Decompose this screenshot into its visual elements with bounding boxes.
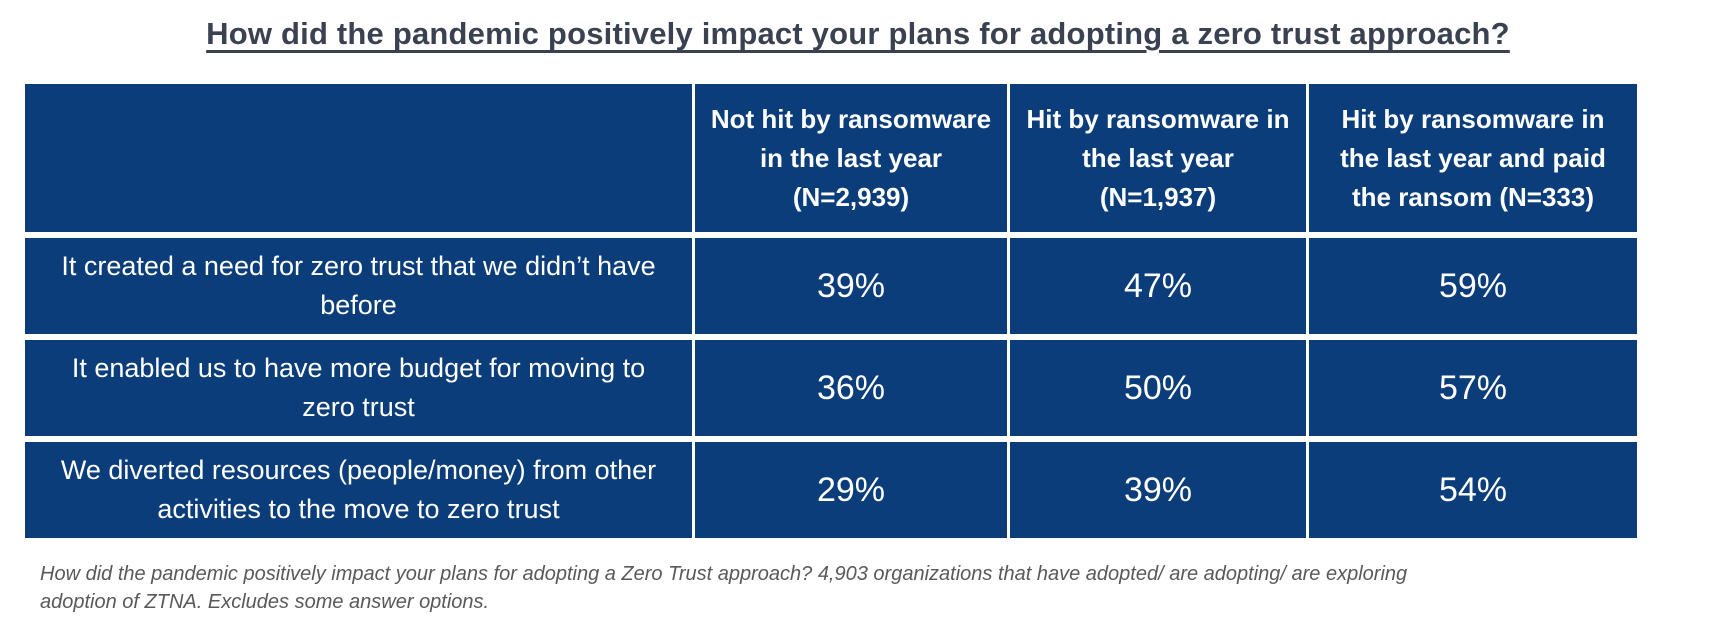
column-header-blank — [25, 84, 692, 232]
value-cell-budget-not-hit: 36% — [695, 340, 1007, 436]
column-header-not-hit: Not hit by ransomware in the last year (… — [695, 84, 1007, 232]
value-cell-need-hit-paid: 59% — [1309, 238, 1637, 334]
column-header-hit-paid: Hit by ransomware in the last year and p… — [1309, 84, 1637, 232]
value-cell-budget-hit-paid: 57% — [1309, 340, 1637, 436]
value-cell-diverted-not-hit: 29% — [695, 442, 1007, 538]
survey-table: Not hit by ransomware in the last year (… — [25, 84, 1637, 538]
page-title: How did the pandemic positively impact y… — [206, 16, 1510, 51]
value-cell-diverted-hit-paid: 54% — [1309, 442, 1637, 538]
footnote: How did the pandemic positively impact y… — [40, 563, 1408, 613]
value-cell-need-not-hit: 39% — [695, 238, 1007, 334]
row-label-need: It created a need for zero trust that we… — [25, 238, 692, 334]
value-cell-diverted-hit: 39% — [1010, 442, 1306, 538]
value-cell-budget-hit: 50% — [1010, 340, 1306, 436]
value-cell-need-hit: 47% — [1010, 238, 1306, 334]
row-label-budget: It enabled us to have more budget for mo… — [25, 340, 692, 436]
row-label-diverted: We diverted resources (people/money) fro… — [25, 442, 692, 538]
column-header-hit: Hit by ransomware in the last year (N=1,… — [1010, 84, 1306, 232]
